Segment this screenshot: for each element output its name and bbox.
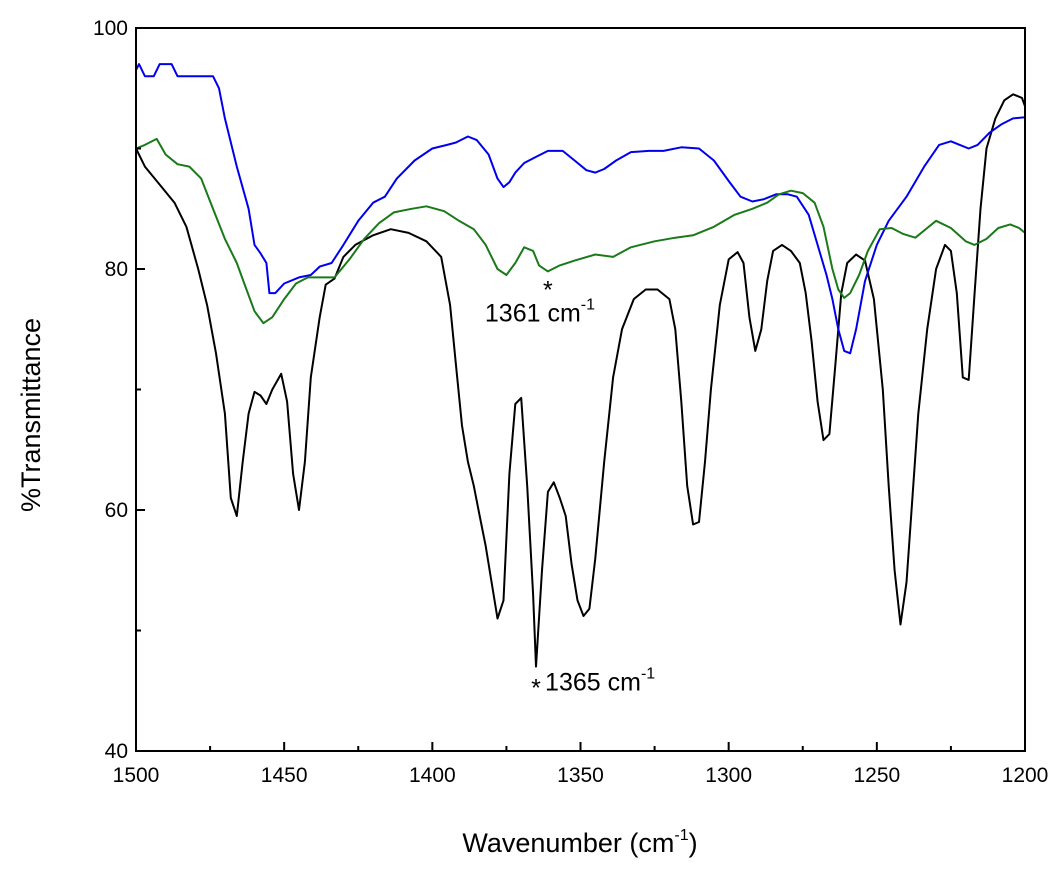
- y-axis-title: %Transmittance: [16, 318, 46, 512]
- annotations-layer: *1361 cm-1* 1365 cm-1: [485, 276, 655, 702]
- x-tick-label: 1500: [113, 764, 160, 787]
- x-tick-label: 1300: [705, 764, 752, 787]
- x-tick-label: 1250: [853, 764, 900, 787]
- series-line-1: [135, 93, 1026, 668]
- series-line-3: [135, 137, 1026, 325]
- annotation-label: 1361 cm-1: [485, 296, 595, 327]
- x-axis-title: Wavenumber (cm-1): [462, 827, 697, 858]
- y-tick-label: 100: [93, 17, 128, 40]
- annotation-label: 1365 cm-1: [545, 666, 655, 697]
- x-tick-label: 1200: [1002, 764, 1049, 787]
- plot-frame: [135, 27, 1026, 752]
- y-tick-label: 40: [105, 740, 128, 763]
- annotation-marker: *: [531, 675, 541, 703]
- series-layer: [135, 63, 1026, 668]
- series-line-2: [135, 63, 1026, 355]
- x-tick-label: 1450: [261, 764, 308, 787]
- annotation-marker: *: [543, 276, 553, 304]
- y-tick-label: 80: [105, 258, 128, 281]
- ticks-layer: 1500 1450 1400 1350 1300 1250 1200 40 60 80 100: [93, 17, 1048, 787]
- x-tick-label: 1400: [409, 764, 456, 787]
- x-tick-label: 1350: [557, 764, 604, 787]
- y-tick-label: 60: [105, 499, 128, 522]
